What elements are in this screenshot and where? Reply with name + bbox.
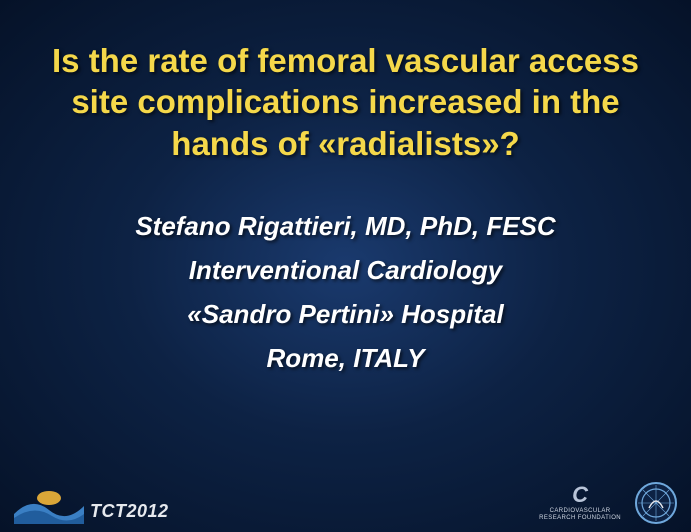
author-location: Rome, ITALY bbox=[40, 336, 651, 380]
author-name: Stefano Rigattieri, MD, PhD, FESC bbox=[40, 204, 651, 248]
author-hospital: «Sandro Pertini» Hospital bbox=[40, 292, 651, 336]
footer: TCT2012 C CARDIOVASCULAR RESEARCH FOUNDA… bbox=[0, 476, 691, 532]
slide: Is the rate of femoral vascular access s… bbox=[0, 0, 691, 532]
crf-logo: C CARDIOVASCULAR RESEARCH FOUNDATION bbox=[539, 484, 621, 521]
crf-name: CARDIOVASCULAR RESEARCH FOUNDATION bbox=[539, 508, 621, 521]
footer-right: C CARDIOVASCULAR RESEARCH FOUNDATION bbox=[539, 482, 677, 524]
wave-logo-icon bbox=[14, 484, 84, 524]
seal-logo-icon bbox=[635, 482, 677, 524]
slide-title: Is the rate of femoral vascular access s… bbox=[0, 0, 691, 164]
author-dept: Interventional Cardiology bbox=[40, 248, 651, 292]
conference-name: TCT2012 bbox=[90, 501, 169, 524]
crf-mark-icon: C bbox=[572, 484, 588, 506]
slide-body: Stefano Rigattieri, MD, PhD, FESC Interv… bbox=[0, 164, 691, 381]
footer-left: TCT2012 bbox=[14, 484, 169, 524]
